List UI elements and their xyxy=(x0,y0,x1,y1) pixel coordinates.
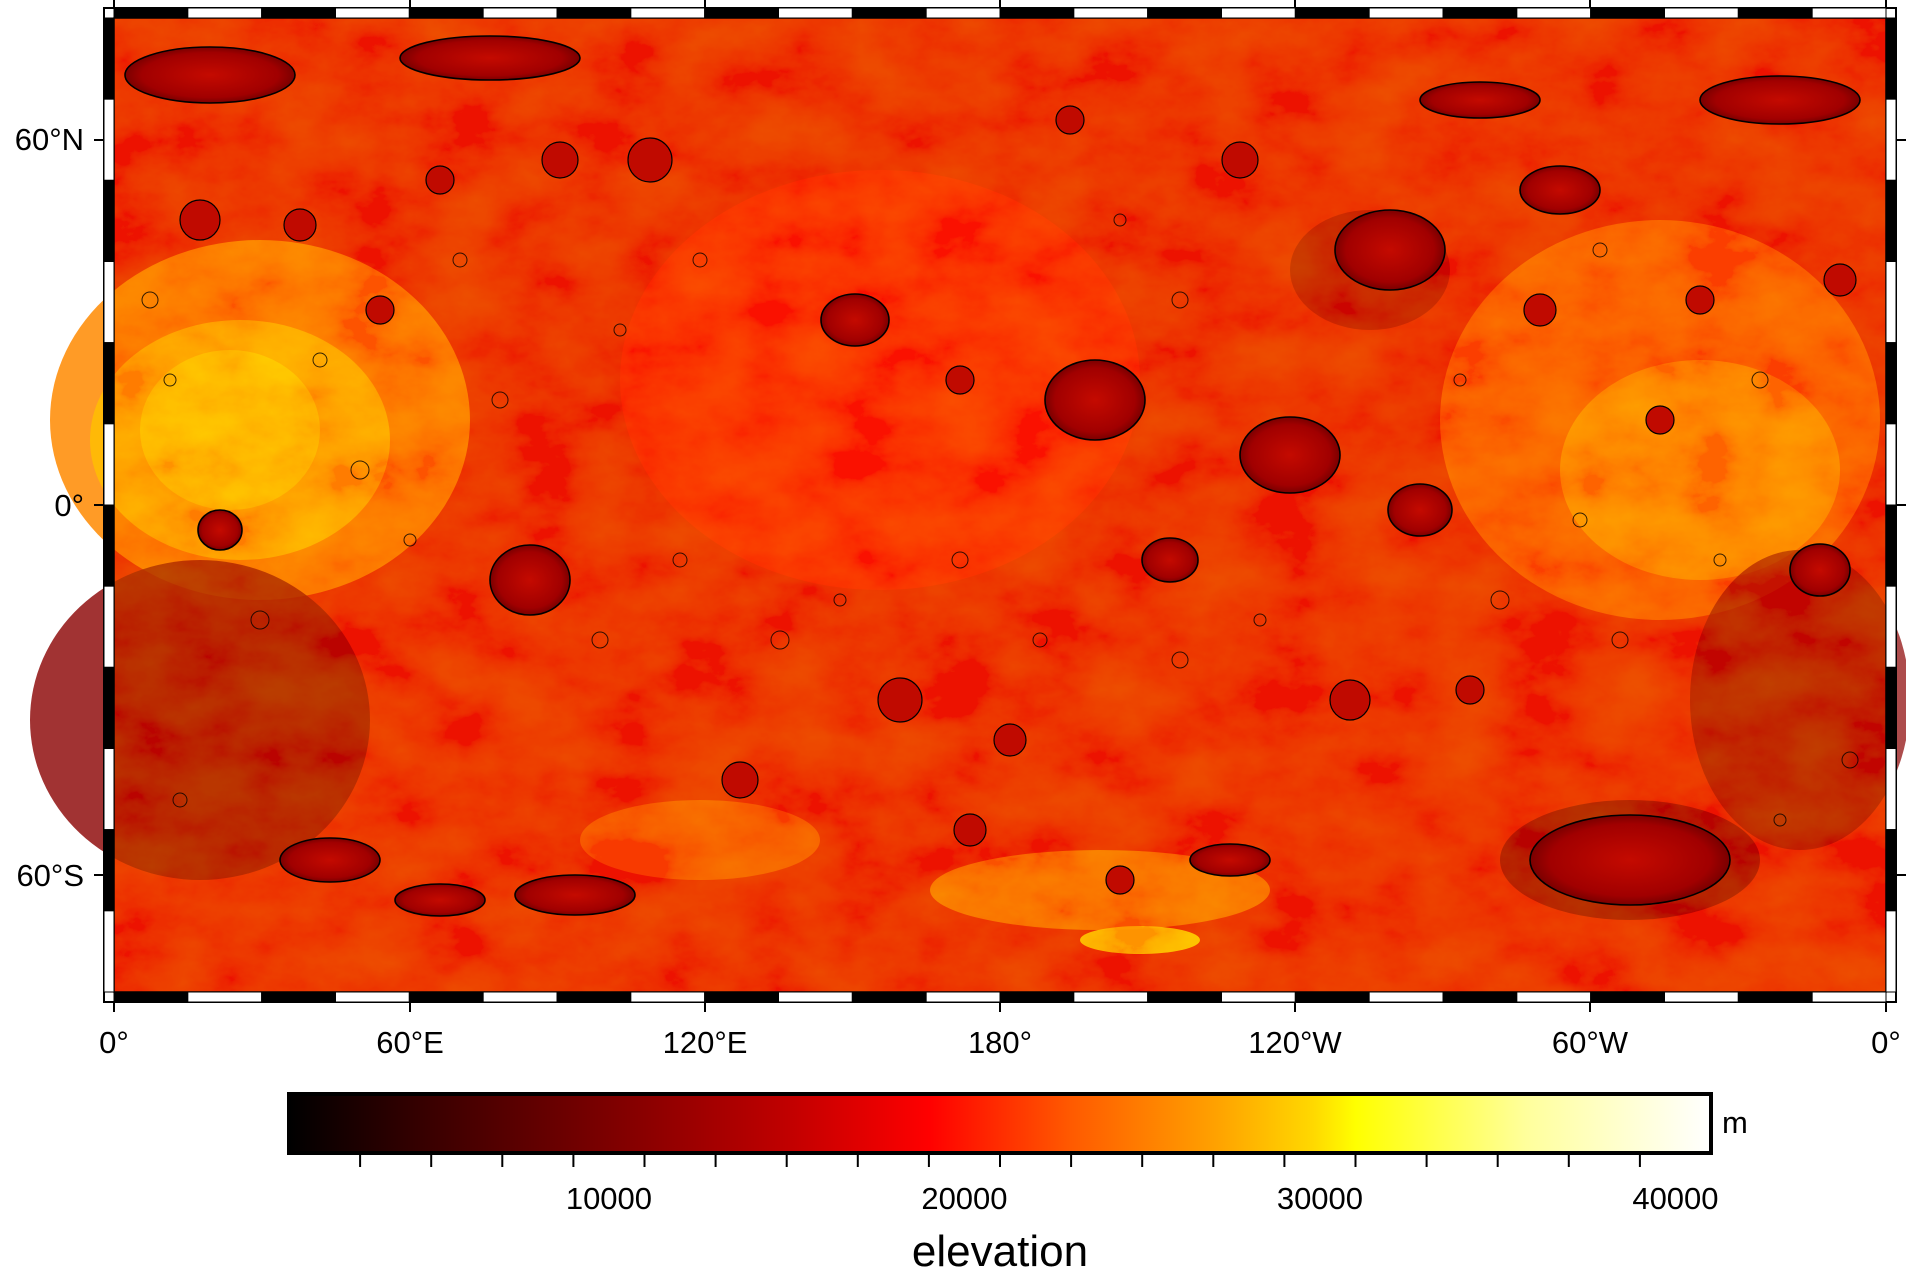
frame-tick-segment xyxy=(1368,991,1444,1003)
lon-label-0: 0° xyxy=(99,1025,129,1060)
frame-tick-segment xyxy=(1073,991,1149,1003)
colorbar: m 10000 20000 30000 40000 elevation xyxy=(287,1092,1748,1274)
frame-tick-segment xyxy=(1590,991,1665,1003)
frame-tick-segment xyxy=(113,7,189,19)
longitude-labels: 0° 60°E 120°E 180° 120°W 60°W 0° xyxy=(99,1025,1901,1060)
lon-label-360: 0° xyxy=(1871,1025,1901,1060)
frame-tick-segment xyxy=(1294,991,1370,1003)
colorbar-ticks xyxy=(359,1155,1641,1167)
frame-tick-segment xyxy=(999,7,1075,19)
colorbar-tick-label: 30000 xyxy=(1277,1181,1363,1216)
frame-tick-segment xyxy=(1885,504,1897,587)
frame-tick-segment xyxy=(1885,585,1897,668)
elevation-map xyxy=(30,17,1906,993)
lon-label-60w: 60°W xyxy=(1552,1025,1629,1060)
frame-tick-segment xyxy=(1516,7,1592,19)
frame-tick-segment xyxy=(103,98,115,181)
frame-tick-segment xyxy=(1811,7,1887,19)
frame-tick-segment xyxy=(482,7,558,19)
frame-tick-segment xyxy=(556,7,632,19)
frame-tick-segment xyxy=(103,910,115,993)
frame-tick-segment xyxy=(999,991,1075,1003)
frame-tick-segment xyxy=(408,7,484,19)
frame-tick-segment xyxy=(103,179,115,262)
frame-tick-segment xyxy=(1885,179,1897,262)
colorbar-tick-label: 40000 xyxy=(1632,1181,1718,1216)
frame-tick-segment xyxy=(1147,7,1222,19)
frame-tick-segment xyxy=(1885,666,1897,749)
colorbar-unit: m xyxy=(1722,1105,1748,1140)
frame-tick-segment xyxy=(1294,7,1370,19)
frame-tick-segment xyxy=(1221,991,1296,1003)
frame-tick-segment xyxy=(261,991,336,1003)
frame-ticks xyxy=(94,0,1906,1012)
lon-label-120e: 120°E xyxy=(663,1025,748,1060)
lon-label-60e: 60°E xyxy=(376,1025,444,1060)
frame-tick-segment xyxy=(1737,7,1813,19)
frame-tick-segment xyxy=(335,991,410,1003)
frame-tick-segment xyxy=(1368,7,1444,19)
lat-label-60n: 60°N xyxy=(15,122,84,157)
frame-tick-segment xyxy=(1885,98,1897,181)
frame-tick-segment xyxy=(103,342,115,425)
lon-label-180: 180° xyxy=(968,1025,1032,1060)
frame-tick-segment xyxy=(113,991,189,1003)
frame-tick-segment xyxy=(704,991,780,1003)
frame-tick-segment xyxy=(335,7,410,19)
frame-tick-segment xyxy=(630,991,706,1003)
frame-tick-segment xyxy=(103,423,115,506)
frame-tick-segment xyxy=(1811,991,1887,1003)
frame-tick-segment xyxy=(851,7,927,19)
frame-tick-segment xyxy=(103,585,115,668)
frame-tick-segment xyxy=(1885,261,1897,344)
frame-tick-segment xyxy=(103,261,115,344)
frame-tick-segment xyxy=(261,7,336,19)
frame-tick-segment xyxy=(1442,7,1518,19)
colorbar-gradient xyxy=(287,1092,1713,1155)
frame-tick-segment xyxy=(103,17,115,100)
lat-label-0: 0° xyxy=(54,488,84,523)
frame-tick-segment xyxy=(925,7,1001,19)
frame-tick-segment xyxy=(103,504,115,587)
frame-tick-segment xyxy=(408,991,484,1003)
lat-label-60s: 60°S xyxy=(16,858,84,893)
frame-tick-segment xyxy=(1590,7,1665,19)
frame-tick-segment xyxy=(1885,423,1897,506)
frame-tick-segment xyxy=(1737,991,1813,1003)
frame-tick-segment xyxy=(1885,829,1897,912)
frame-tick-segment xyxy=(103,666,115,749)
frame-tick-segment xyxy=(556,991,632,1003)
frame-tick-segment xyxy=(1885,748,1897,831)
frame-tick-segment xyxy=(187,7,263,19)
colorbar-label: elevation xyxy=(912,1227,1088,1274)
frame-tick-segment xyxy=(1664,991,1739,1003)
frame-tick-segment xyxy=(1073,7,1149,19)
frame-tick-segment xyxy=(1221,7,1296,19)
frame-tick-segment xyxy=(1885,910,1897,993)
frame-tick-segment xyxy=(704,7,780,19)
frame-tick-segment xyxy=(925,991,1001,1003)
frame-tick-segment xyxy=(778,991,853,1003)
frame-tick-segment xyxy=(778,7,853,19)
frame-tick-segment xyxy=(851,991,927,1003)
colorbar-tick-label: 10000 xyxy=(566,1181,652,1216)
frame-tick-segment xyxy=(1442,991,1518,1003)
frame-tick-segment xyxy=(103,748,115,831)
lon-label-120w: 120°W xyxy=(1248,1025,1342,1060)
frame-tick-segment xyxy=(1885,342,1897,425)
latitude-labels: 60°N 0° 60°S xyxy=(15,122,84,893)
frame-tick-segment xyxy=(482,991,558,1003)
frame-tick-segment xyxy=(187,991,263,1003)
frame-tick-segment xyxy=(630,7,706,19)
frame-tick-segment xyxy=(1664,7,1739,19)
frame-tick-segment xyxy=(1516,991,1592,1003)
frame-tick-segment xyxy=(1147,991,1222,1003)
colorbar-tick-labels: 10000 20000 30000 40000 xyxy=(566,1181,1719,1216)
frame-tick-segment xyxy=(103,829,115,912)
frame-tick-segment xyxy=(1885,17,1897,100)
colorbar-tick-label: 20000 xyxy=(921,1181,1007,1216)
